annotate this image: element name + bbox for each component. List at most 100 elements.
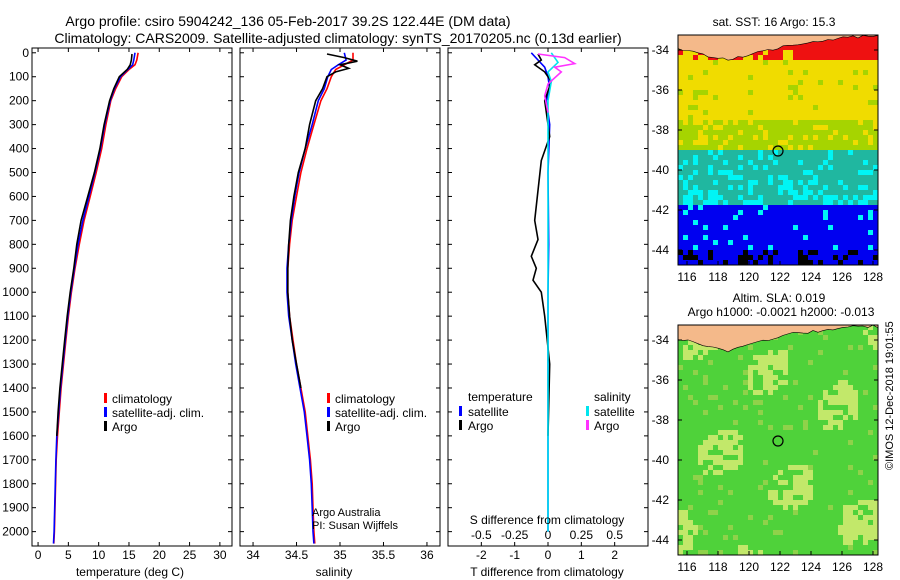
map-cell xyxy=(838,445,843,450)
map-cell xyxy=(723,170,728,175)
map-cell xyxy=(803,345,808,350)
map-cell xyxy=(823,75,828,80)
map-cell xyxy=(808,375,813,380)
map-cell xyxy=(828,255,833,260)
map-cell xyxy=(863,240,868,245)
map-cell xyxy=(803,535,808,540)
map-cell xyxy=(813,480,818,485)
map-cell xyxy=(693,175,698,180)
map-cell xyxy=(873,75,878,80)
map-cell xyxy=(768,145,773,150)
map-cell xyxy=(683,400,688,405)
map-cell xyxy=(753,140,758,145)
map-cell xyxy=(708,480,713,485)
map-cell xyxy=(833,40,838,45)
map-cell xyxy=(678,200,683,205)
map-cell xyxy=(803,260,808,265)
map-cell xyxy=(833,170,838,175)
map-cell xyxy=(683,60,688,65)
map-cell xyxy=(693,55,698,60)
map-cell xyxy=(828,550,833,555)
map-cell xyxy=(743,505,748,510)
map-cell xyxy=(718,220,723,225)
map-cell xyxy=(728,540,733,545)
map-cell xyxy=(838,395,843,400)
map-cell xyxy=(793,395,798,400)
map-cell xyxy=(703,130,708,135)
map-cell xyxy=(703,415,708,420)
map-cell xyxy=(758,140,763,145)
map-cell xyxy=(778,540,783,545)
map-cell xyxy=(693,100,698,105)
map-cell xyxy=(748,240,753,245)
map-cell xyxy=(713,400,718,405)
map-cell xyxy=(753,165,758,170)
credit-argo-australia: Argo Australia xyxy=(312,507,381,519)
map-cell xyxy=(873,145,878,150)
map-cell xyxy=(818,55,823,60)
map-cell xyxy=(753,205,758,210)
map-cell xyxy=(823,435,828,440)
map-cell xyxy=(718,245,723,250)
map-cell xyxy=(833,180,838,185)
map-cell xyxy=(738,125,743,130)
map-cell xyxy=(733,390,738,395)
map-cell xyxy=(863,360,868,365)
map-cell xyxy=(763,155,768,160)
map-cell xyxy=(713,375,718,380)
map-cell xyxy=(733,160,738,165)
map-cell xyxy=(818,530,823,535)
map-cell xyxy=(783,180,788,185)
map-cell xyxy=(688,225,693,230)
map-cell xyxy=(688,405,693,410)
map-cell xyxy=(838,140,843,145)
map-cell xyxy=(863,550,868,555)
map-cell xyxy=(793,460,798,465)
map-cell xyxy=(748,230,753,235)
map-cell xyxy=(683,255,688,260)
map-cell xyxy=(683,100,688,105)
map-cell xyxy=(818,550,823,555)
map-cell xyxy=(873,90,878,95)
map-cell xyxy=(848,210,853,215)
map-cell xyxy=(738,130,743,135)
map-cell xyxy=(853,120,858,125)
map-cell xyxy=(803,375,808,380)
map-cell xyxy=(698,395,703,400)
map-cell xyxy=(788,140,793,145)
map-cell xyxy=(858,440,863,445)
map-cell xyxy=(833,260,838,265)
map-cell xyxy=(873,510,878,515)
map-cell xyxy=(823,130,828,135)
map-cell xyxy=(838,355,843,360)
map-cell xyxy=(838,210,843,215)
map-cell xyxy=(783,45,788,50)
map-cell xyxy=(683,80,688,85)
map-cell xyxy=(773,120,778,125)
map-cell xyxy=(773,445,778,450)
map-cell xyxy=(678,405,683,410)
map-cell xyxy=(688,65,693,70)
map-cell xyxy=(818,460,823,465)
map-cell xyxy=(698,255,703,260)
y-tick-label: 1300 xyxy=(2,357,29,371)
map-cell xyxy=(873,45,878,50)
map-cell xyxy=(708,200,713,205)
map-cell xyxy=(723,450,728,455)
map-cell xyxy=(818,330,823,335)
map-cell xyxy=(773,490,778,495)
map-cell xyxy=(768,380,773,385)
map-cell xyxy=(733,430,738,435)
map-cell xyxy=(693,370,698,375)
map-cell xyxy=(868,255,873,260)
map-cell xyxy=(838,95,843,100)
map-cell xyxy=(748,350,753,355)
map-cell xyxy=(808,425,813,430)
map-cell xyxy=(748,485,753,490)
map-cell xyxy=(723,395,728,400)
map-cell xyxy=(848,165,853,170)
map-cell xyxy=(763,500,768,505)
map-cell xyxy=(818,425,823,430)
map-cell xyxy=(873,535,878,540)
